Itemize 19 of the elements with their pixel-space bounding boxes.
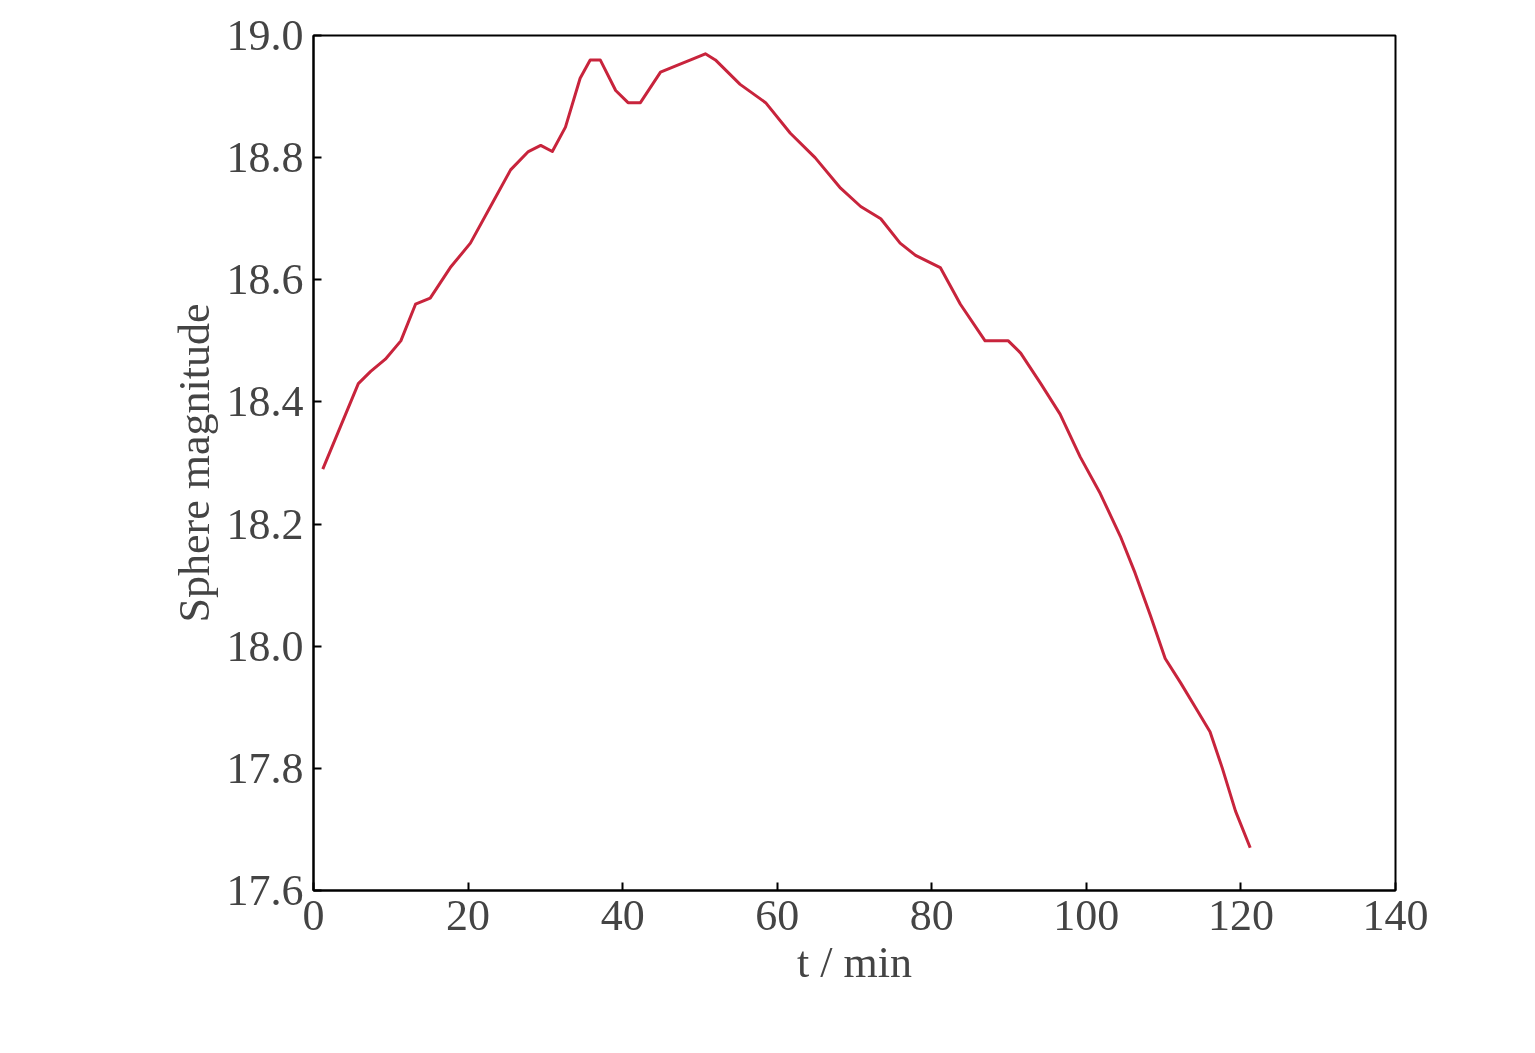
y-tick-label: 18.6 [226, 255, 304, 305]
y-tick-label: 18.8 [226, 133, 304, 183]
x-tick-label: 60 [755, 890, 800, 940]
y-tick-label: 17.6 [226, 866, 304, 915]
x-tick-label: 120 [1207, 890, 1274, 940]
x-tick-label: 20 [446, 890, 491, 940]
x-tick-label: 80 [909, 890, 954, 940]
y-tick-label: 18.4 [226, 377, 304, 427]
y-tick-label: 18.0 [226, 621, 304, 671]
y-tick-label: 19.0 [226, 11, 304, 60]
x-tick-label: 100 [1053, 890, 1120, 940]
y-axis-title: Sphere magnitude [169, 303, 219, 623]
y-tick-label: 17.8 [226, 743, 304, 793]
x-tick-label: 40 [600, 890, 645, 940]
x-axis-title: t / min [797, 937, 912, 987]
x-tick-label: 0 [302, 890, 325, 940]
x-tick-label: 140 [1362, 890, 1429, 940]
line-series [321, 52, 1252, 850]
y-tick-label: 18.2 [226, 499, 304, 549]
